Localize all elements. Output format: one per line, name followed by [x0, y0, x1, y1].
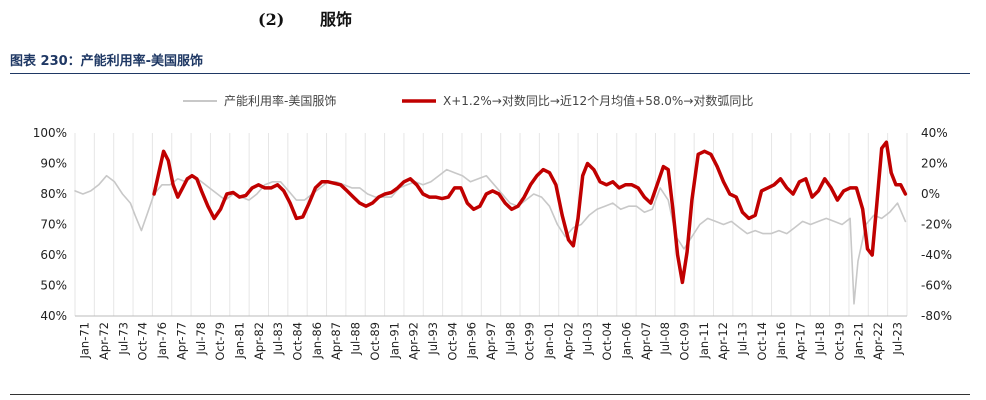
gridlines: [74, 133, 908, 317]
x-tick-label: Oct-79: [213, 322, 227, 361]
y-right-tick-label: -40%: [921, 248, 952, 262]
y-right-tick-label: -80%: [921, 309, 952, 323]
y-left-tick-label: 80%: [40, 187, 67, 201]
y-right-tick-label: -60%: [921, 279, 952, 293]
y-left-tick-label: 90%: [40, 157, 67, 171]
x-tick-label: Jul-03: [581, 322, 595, 356]
x-tick-label: Oct-14: [755, 322, 769, 361]
x-tick-label: Oct-99: [523, 322, 537, 361]
x-tick-label: Jul-88: [349, 322, 363, 356]
x-tick-label: Apr-22: [871, 322, 885, 360]
x-tick-label: Jul-08: [658, 322, 672, 356]
y-right-tick-label: 0%: [921, 187, 940, 201]
x-tick-label: Apr-12: [716, 322, 730, 360]
x-tick-label: Jan-96: [465, 322, 479, 360]
legend-label-log-yoy: X+1.2%→对数同比→近12个月均值+58.0%→对数弧同比: [443, 93, 753, 108]
y-left-tick-label: 70%: [40, 218, 67, 232]
x-tick-label: Jan-01: [542, 322, 556, 360]
x-tick-label: Jul-23: [890, 322, 904, 356]
legend-label-capacity: 产能利用率-美国服饰: [224, 93, 336, 108]
x-tick-label: Apr-97: [484, 322, 498, 360]
x-tick-label: Jan-71: [78, 322, 92, 360]
x-tick-label: Oct-89: [368, 322, 382, 361]
y-left-tick-label: 50%: [40, 279, 67, 293]
y-right-tick-label: -20%: [921, 218, 952, 232]
x-tick-label: Jul-18: [813, 322, 827, 356]
x-tick-label: Jul-83: [271, 322, 285, 356]
series-line-log-yoy: [152, 140, 908, 285]
x-tick-label: Jul-73: [116, 322, 130, 356]
y-left-tick-label: 60%: [40, 248, 67, 262]
x-tick-label: Apr-02: [561, 322, 575, 360]
x-tick-label: Apr-77: [174, 322, 188, 360]
x-tick-label: Jul-98: [503, 322, 517, 356]
x-tick-label: Jul-93: [426, 322, 440, 356]
bottom-rule: [10, 394, 970, 395]
x-tick-label: Oct-09: [677, 322, 691, 361]
x-tick-label: Apr-87: [329, 322, 343, 360]
x-tick-label: Oct-19: [832, 322, 846, 361]
x-tick-label: Apr-92: [407, 322, 421, 360]
figure-title: 图表 230：产能利用率-美国服饰: [10, 54, 204, 69]
y-axis-right: -80% -60% -40% -20% 0% 20% 40%: [921, 126, 952, 323]
x-axis: Jan-71 Apr-72 Jul-73 Oct-74 Jan-76 Apr-77 Jul-…: [78, 322, 905, 361]
y-right-tick-label: 20%: [921, 157, 948, 171]
y-axis-left: 40% 50% 60% 70% 80% 90% 100%: [33, 126, 67, 323]
series-group: [74, 140, 908, 305]
x-tick-label: Jan-06: [619, 322, 633, 360]
legend: 产能利用率-美国服饰 X+1.2%→对数同比→近12个月均值+58.0%→对数弧…: [183, 93, 753, 108]
x-tick-label: Jan-81: [232, 322, 246, 360]
x-tick-label: Oct-74: [136, 322, 150, 361]
x-tick-label: Oct-84: [291, 322, 305, 361]
section-title: 服饰: [320, 10, 353, 29]
section-heading: (2) 服饰: [258, 6, 352, 30]
x-tick-label: Apr-07: [639, 322, 653, 360]
x-tick-label: Jan-91: [387, 322, 401, 360]
y-left-tick-label: 100%: [33, 126, 67, 140]
x-tick-label: Jul-13: [736, 322, 750, 356]
y-right-tick-label: 40%: [921, 126, 948, 140]
x-tick-label: Jan-21: [852, 322, 866, 360]
x-tick-label: Oct-94: [445, 322, 459, 361]
section-number: (2): [258, 10, 285, 29]
x-tick-label: Jan-86: [310, 322, 324, 360]
x-tick-label: Jan-76: [155, 322, 169, 360]
x-tick-label: Apr-72: [97, 322, 111, 360]
series-line-capacity-utilization: [74, 168, 907, 305]
x-tick-label: Jan-16: [774, 322, 788, 360]
x-tick-label: Jan-11: [697, 322, 711, 360]
x-tick-label: Jul-78: [194, 322, 208, 356]
x-tick-label: Apr-82: [252, 322, 266, 360]
x-tick-label: Oct-04: [600, 322, 614, 361]
x-tick-label: Apr-17: [794, 322, 808, 360]
y-left-tick-label: 40%: [40, 309, 67, 323]
title-rule: [10, 73, 970, 74]
